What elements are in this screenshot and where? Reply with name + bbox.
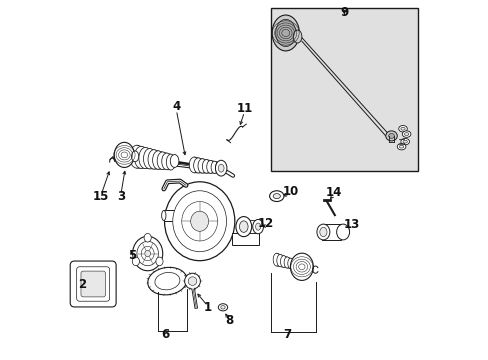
Ellipse shape <box>152 151 163 169</box>
Ellipse shape <box>273 253 280 266</box>
Ellipse shape <box>202 159 210 173</box>
Ellipse shape <box>198 159 206 173</box>
Ellipse shape <box>206 161 214 173</box>
Ellipse shape <box>211 161 218 174</box>
Text: 13: 13 <box>343 218 359 231</box>
FancyBboxPatch shape <box>81 271 105 297</box>
Ellipse shape <box>396 143 405 150</box>
Text: 6: 6 <box>161 328 169 341</box>
Text: 11: 11 <box>236 102 252 115</box>
Ellipse shape <box>162 153 171 170</box>
Ellipse shape <box>166 154 175 170</box>
Ellipse shape <box>114 142 134 167</box>
Ellipse shape <box>144 250 150 257</box>
Ellipse shape <box>184 273 200 289</box>
Ellipse shape <box>271 15 299 51</box>
Ellipse shape <box>139 148 152 168</box>
Ellipse shape <box>190 211 208 231</box>
Bar <box>321 224 341 240</box>
Ellipse shape <box>164 182 234 261</box>
Ellipse shape <box>280 256 286 267</box>
Ellipse shape <box>182 202 217 241</box>
Ellipse shape <box>402 131 410 137</box>
Text: 5: 5 <box>128 249 137 262</box>
Ellipse shape <box>255 223 260 230</box>
Ellipse shape <box>316 224 329 240</box>
Text: 8: 8 <box>225 314 233 327</box>
Ellipse shape <box>385 131 396 141</box>
Ellipse shape <box>399 145 403 148</box>
Bar <box>163 211 185 221</box>
Text: 2: 2 <box>78 278 86 291</box>
Ellipse shape <box>132 236 163 271</box>
Ellipse shape <box>287 258 293 269</box>
Ellipse shape <box>188 277 196 285</box>
Ellipse shape <box>148 150 160 169</box>
Ellipse shape <box>294 261 300 270</box>
Ellipse shape <box>172 191 226 252</box>
Ellipse shape <box>398 126 407 132</box>
Text: 9: 9 <box>339 6 347 19</box>
Ellipse shape <box>193 158 203 173</box>
Ellipse shape <box>134 146 148 168</box>
Ellipse shape <box>189 157 199 173</box>
FancyBboxPatch shape <box>70 261 116 307</box>
Ellipse shape <box>132 257 139 266</box>
Ellipse shape <box>319 227 326 237</box>
Ellipse shape <box>218 164 224 172</box>
Ellipse shape <box>400 138 408 145</box>
Ellipse shape <box>215 162 222 174</box>
Text: 4: 4 <box>172 100 180 113</box>
Text: 12: 12 <box>257 216 274 230</box>
Bar <box>242 220 257 233</box>
FancyBboxPatch shape <box>77 267 109 301</box>
Ellipse shape <box>215 160 226 176</box>
Bar <box>271 8 418 171</box>
Ellipse shape <box>402 140 407 143</box>
Ellipse shape <box>404 133 408 135</box>
Ellipse shape <box>252 220 263 234</box>
Ellipse shape <box>284 257 290 268</box>
Ellipse shape <box>144 233 151 242</box>
Ellipse shape <box>218 304 227 311</box>
Ellipse shape <box>276 255 283 267</box>
Ellipse shape <box>147 267 186 295</box>
Text: 1: 1 <box>203 301 212 314</box>
Text: 3: 3 <box>117 190 124 203</box>
Ellipse shape <box>336 224 349 240</box>
Ellipse shape <box>291 260 296 269</box>
Ellipse shape <box>137 241 158 266</box>
Ellipse shape <box>293 30 301 43</box>
Bar <box>231 233 258 244</box>
Ellipse shape <box>155 273 180 290</box>
Ellipse shape <box>131 151 139 162</box>
Ellipse shape <box>129 145 144 168</box>
Ellipse shape <box>235 217 251 237</box>
Ellipse shape <box>221 306 224 309</box>
Ellipse shape <box>143 149 156 169</box>
Ellipse shape <box>157 152 167 170</box>
Ellipse shape <box>141 246 154 261</box>
Ellipse shape <box>269 191 284 202</box>
Ellipse shape <box>290 253 313 280</box>
Ellipse shape <box>239 221 247 232</box>
Ellipse shape <box>170 154 179 167</box>
Ellipse shape <box>156 257 163 266</box>
Text: 14: 14 <box>325 186 341 199</box>
Ellipse shape <box>273 194 280 199</box>
Ellipse shape <box>162 211 165 221</box>
Text: 7: 7 <box>282 328 290 341</box>
Ellipse shape <box>388 134 394 138</box>
Ellipse shape <box>275 19 295 46</box>
Text: 10: 10 <box>282 185 298 198</box>
Text: 15: 15 <box>93 190 109 203</box>
Ellipse shape <box>400 127 405 130</box>
